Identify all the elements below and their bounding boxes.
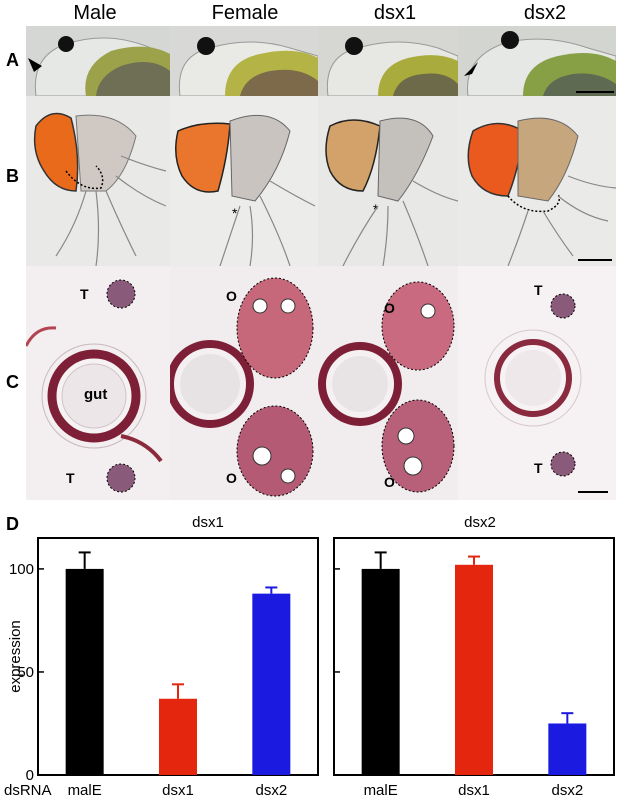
x-tick-label: dsx2: [255, 782, 287, 799]
panel-a-male: [26, 26, 170, 96]
arrowhead-icon: [28, 58, 42, 72]
x-axis-label: dsRNA: [4, 782, 52, 799]
panel-d-label: D: [6, 514, 19, 534]
row-label-a: A: [6, 50, 19, 70]
ovary-label: O: [384, 300, 395, 316]
testis-label: T: [66, 470, 75, 486]
bar: [159, 698, 197, 775]
bar: [361, 568, 400, 775]
column-header-dsx1: dsx1: [373, 2, 417, 24]
panel-c-dsx2: [458, 266, 616, 500]
svg-text:*: *: [232, 205, 238, 221]
panel-b-male: [26, 96, 170, 266]
panel-a-dsx1: [318, 26, 458, 96]
x-tick-label: malE: [364, 782, 398, 799]
testis-label: T: [534, 460, 543, 476]
ovary-label: O: [226, 288, 237, 304]
x-tick-label: dsx1: [458, 782, 490, 799]
x-tick-label: dsx2: [551, 782, 583, 799]
y-tick-label: 100: [9, 561, 34, 578]
column-header-female: Female: [211, 2, 279, 24]
bar: [548, 723, 587, 775]
panel-c-female: [170, 266, 318, 500]
column-header-male: Male: [73, 2, 117, 24]
gut-label: gut: [84, 386, 108, 403]
panel-c-male: [26, 266, 170, 500]
bar: [65, 568, 104, 775]
x-tick-label: malE: [68, 782, 102, 799]
y-axis-label: expression: [7, 620, 24, 693]
row-label-c: C: [6, 372, 19, 392]
testis-label: T: [534, 282, 543, 298]
column-header-dsx2: dsx2: [523, 2, 567, 24]
row-label-b: B: [6, 166, 19, 186]
x-tick-label: dsx1: [162, 782, 194, 799]
chart-2-title: dsx2: [464, 514, 496, 531]
bar: [455, 564, 493, 775]
y-tick-label: 0: [26, 767, 34, 784]
panel-a-dsx2: [458, 26, 616, 96]
panel-b-dsx1: *: [318, 96, 458, 266]
ovary-label: O: [384, 474, 395, 490]
bar: [252, 593, 291, 775]
panel-b-dsx2: [458, 96, 616, 266]
ovary-label: O: [226, 470, 237, 486]
panel-a-female: [170, 26, 318, 96]
testis-label: T: [80, 286, 89, 302]
panel-b-female: *: [170, 96, 318, 266]
y-tick-label: 50: [17, 664, 34, 681]
panel-c-dsx1: [318, 266, 458, 500]
arrowhead-icon: [464, 62, 478, 76]
chart-1-title: dsx1: [192, 514, 224, 531]
